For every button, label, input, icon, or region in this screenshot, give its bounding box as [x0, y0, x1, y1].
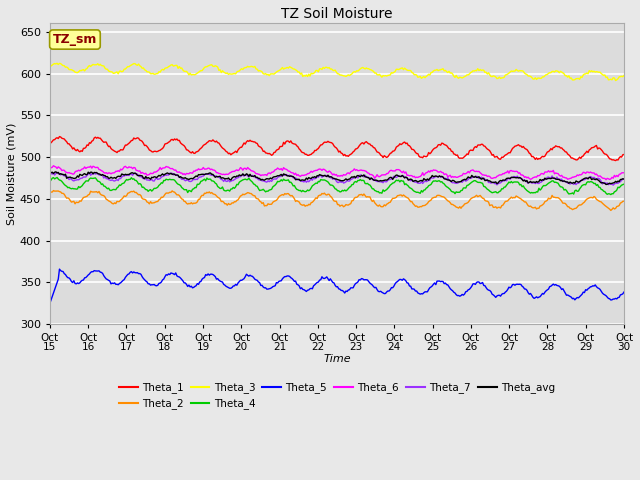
Theta_2: [396, 192, 404, 198]
Theta_avg: [396, 173, 404, 179]
Theta_3: [396, 66, 404, 72]
Theta_6: [50, 163, 58, 168]
Theta_7: [369, 176, 376, 181]
Theta_avg: [469, 174, 477, 180]
Theta_4: [369, 186, 376, 192]
Theta_2: [50, 188, 58, 193]
Theta_4: [568, 190, 576, 196]
Theta_3: [568, 77, 576, 83]
Theta_1: [369, 143, 376, 149]
Theta_7: [226, 179, 234, 185]
Theta_6: [226, 170, 234, 176]
Theta_5: [46, 300, 54, 306]
Theta_6: [469, 167, 477, 173]
Line: Theta_5: Theta_5: [50, 269, 624, 303]
Line: Theta_avg: Theta_avg: [50, 172, 624, 184]
Theta_2: [568, 207, 576, 213]
Theta_3: [46, 64, 54, 70]
Title: TZ Soil Moisture: TZ Soil Moisture: [281, 7, 393, 21]
Theta_5: [620, 289, 628, 295]
Theta_3: [226, 71, 234, 77]
Line: Theta_4: Theta_4: [50, 178, 624, 194]
Theta_4: [53, 175, 61, 180]
Theta_2: [46, 190, 54, 196]
Theta_4: [289, 183, 297, 189]
Theta_3: [469, 68, 477, 73]
Theta_3: [612, 78, 620, 84]
Theta_avg: [602, 181, 610, 187]
Theta_7: [46, 170, 54, 176]
Line: Theta_6: Theta_6: [50, 166, 624, 180]
Theta_7: [53, 169, 61, 175]
Theta_3: [53, 60, 61, 66]
Theta_2: [607, 207, 614, 213]
Theta_5: [226, 286, 234, 291]
Theta_4: [620, 181, 628, 187]
Theta_5: [369, 282, 376, 288]
Theta_1: [46, 140, 54, 145]
Y-axis label: Soil Moisture (mV): Soil Moisture (mV): [7, 123, 17, 225]
Line: Theta_2: Theta_2: [50, 191, 624, 210]
Theta_7: [469, 174, 477, 180]
Theta_1: [289, 141, 297, 146]
Theta_avg: [369, 176, 376, 182]
Theta_7: [620, 176, 628, 182]
Theta_5: [469, 281, 477, 287]
Theta_6: [568, 174, 576, 180]
Theta_avg: [620, 176, 628, 182]
Theta_avg: [46, 169, 54, 175]
Theta_avg: [226, 177, 234, 182]
Theta_4: [607, 192, 614, 197]
Theta_6: [369, 172, 376, 178]
X-axis label: Time: Time: [323, 354, 351, 364]
Theta_5: [289, 277, 297, 283]
Theta_4: [46, 179, 54, 184]
Theta_5: [56, 266, 63, 272]
Theta_7: [568, 180, 576, 186]
Theta_2: [620, 198, 628, 204]
Text: TZ_sm: TZ_sm: [52, 33, 97, 46]
Line: Theta_3: Theta_3: [50, 63, 624, 81]
Theta_1: [396, 141, 404, 146]
Theta_7: [609, 182, 617, 188]
Line: Theta_1: Theta_1: [50, 137, 624, 161]
Theta_7: [396, 173, 404, 179]
Theta_2: [226, 202, 234, 207]
Theta_avg: [568, 180, 576, 186]
Theta_5: [396, 276, 404, 282]
Theta_1: [568, 155, 576, 161]
Theta_6: [396, 168, 404, 173]
Theta_4: [469, 179, 477, 184]
Theta_3: [620, 72, 628, 78]
Theta_6: [620, 170, 628, 176]
Theta_2: [289, 194, 297, 200]
Theta_2: [469, 194, 477, 200]
Legend: Theta_1, Theta_2, Theta_3, Theta_4, Theta_5, Theta_6, Theta_7, Theta_avg: Theta_1, Theta_2, Theta_3, Theta_4, Thet…: [119, 382, 555, 409]
Theta_1: [226, 150, 234, 156]
Theta_1: [612, 158, 620, 164]
Theta_6: [46, 164, 54, 169]
Theta_4: [226, 188, 234, 194]
Theta_1: [56, 134, 63, 140]
Theta_2: [369, 199, 376, 204]
Theta_4: [396, 179, 404, 185]
Theta_3: [289, 66, 297, 72]
Theta_7: [289, 175, 297, 181]
Theta_3: [369, 68, 376, 73]
Theta_avg: [289, 174, 297, 180]
Theta_6: [602, 177, 610, 182]
Theta_1: [620, 152, 628, 157]
Theta_5: [568, 296, 576, 301]
Theta_avg: [52, 169, 60, 175]
Line: Theta_7: Theta_7: [50, 172, 624, 185]
Theta_1: [469, 147, 477, 153]
Theta_6: [289, 170, 297, 176]
